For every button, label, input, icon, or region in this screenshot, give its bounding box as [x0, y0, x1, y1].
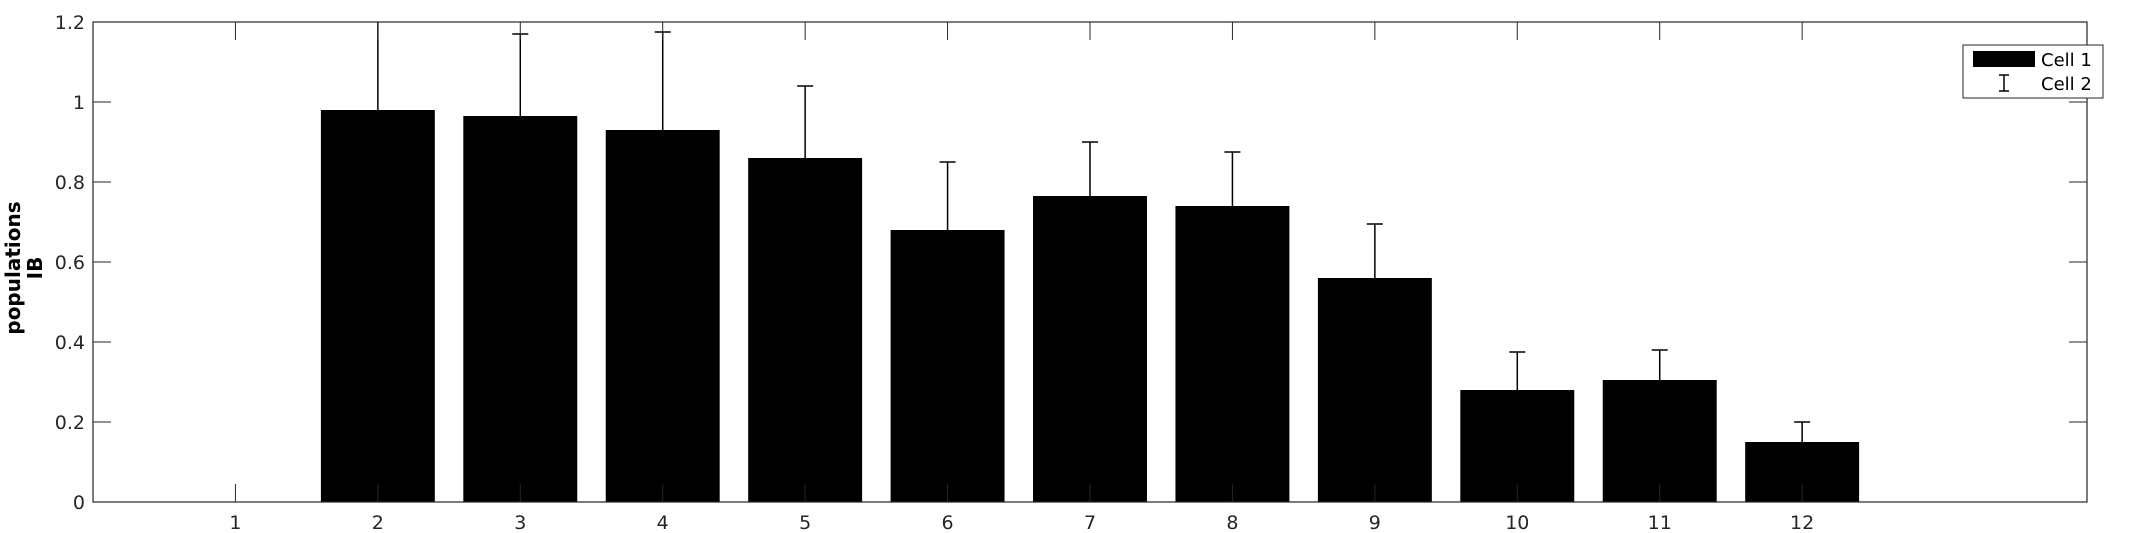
x-tick-label-5: 5 — [799, 512, 811, 533]
bar-11 — [1602, 380, 1717, 502]
x-tick-label-11: 11 — [1648, 512, 1672, 533]
x-tick-label-7: 7 — [1084, 512, 1096, 533]
legend-swatch-cell-2 — [1999, 74, 2009, 92]
error-bar-12 — [1794, 421, 1811, 442]
error-bar-8 — [1224, 151, 1241, 206]
legend: Cell 1 Cell 2 — [1962, 44, 2104, 99]
x-tick-label-12: 12 — [1790, 512, 1814, 533]
bars-group — [320, 110, 1860, 502]
legend-swatch-cell-1 — [1973, 51, 2035, 67]
legend-label-cell-1: Cell 1 — [2041, 50, 2092, 71]
bar-5 — [748, 158, 863, 502]
x-tick-label-6: 6 — [942, 512, 954, 533]
bar-4 — [605, 130, 720, 502]
x-tick-label-9: 9 — [1369, 512, 1381, 533]
y-tick-label-0.6: 0.6 — [55, 252, 85, 274]
error-bars-group — [377, 22, 1811, 442]
error-bar-6 — [939, 161, 956, 230]
ticks-group — [93, 21, 2087, 503]
error-bar-11 — [1651, 349, 1668, 380]
error-bar-5 — [797, 85, 814, 158]
x-tick-label-1: 1 — [229, 512, 241, 533]
error-bar-9 — [1366, 223, 1383, 278]
y-tick-label-0.8: 0.8 — [55, 172, 85, 194]
x-tick-labels: 1 2 3 4 5 6 7 8 9 10 11 12 — [229, 512, 1814, 533]
x-tick-label-3: 3 — [514, 512, 526, 533]
bar-10 — [1460, 390, 1575, 502]
bar-7 — [1033, 196, 1147, 502]
x-tick-label-4: 4 — [657, 512, 669, 533]
error-bar-7 — [1082, 141, 1098, 196]
x-tick-label-2: 2 — [372, 512, 384, 533]
y-tick-labels: 0 0.2 0.4 0.6 0.8 1 1.2 — [55, 12, 85, 514]
bar-2 — [320, 110, 435, 502]
y-tick-label-1: 1 — [73, 92, 85, 114]
y-axis-label-line-1: populations — [1, 201, 25, 334]
y-axis-label-line-2: IB — [23, 257, 47, 280]
bar-8 — [1175, 206, 1290, 502]
bar-9 — [1317, 278, 1432, 502]
y-tick-label-0.4: 0.4 — [55, 332, 85, 354]
bar-6 — [890, 230, 1005, 502]
error-bar-10 — [1509, 351, 1526, 390]
legend-label-cell-2: Cell 2 — [2041, 74, 2092, 95]
bar-3 — [463, 116, 578, 502]
y-tick-label-0: 0 — [73, 492, 85, 514]
y-tick-label-1.2: 1.2 — [55, 12, 85, 34]
y-tick-label-0.2: 0.2 — [55, 412, 85, 434]
error-bar-4 — [654, 31, 671, 130]
x-tick-label-8: 8 — [1226, 512, 1238, 533]
error-bar-3 — [512, 33, 529, 116]
x-tick-label-10: 10 — [1505, 512, 1529, 533]
